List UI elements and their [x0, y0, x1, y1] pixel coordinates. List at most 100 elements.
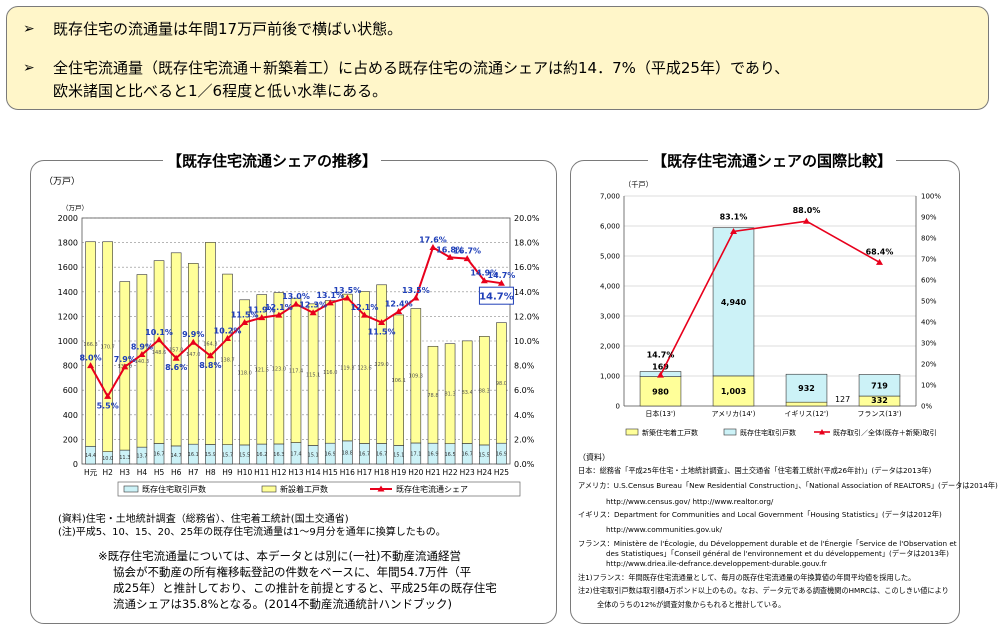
share-label: 11.5%: [368, 328, 396, 337]
bar-existing-label: 15.5: [239, 452, 250, 458]
x-tick: H4: [137, 468, 148, 477]
share-point: [87, 362, 95, 369]
bar-existing: [712, 227, 755, 377]
bar-new: [785, 401, 828, 407]
right-panel-title: 【既存住宅流通シェアの国際比較】: [648, 150, 897, 171]
right-unit-label: （千戸）: [624, 180, 653, 189]
x-tick: フランス(13'): [857, 410, 901, 418]
legend-swatch-existing: [123, 485, 139, 493]
y-right-tick: 10%: [921, 382, 937, 390]
x-tick: H19: [391, 468, 406, 477]
y-right-tick: 0.0%: [514, 460, 535, 469]
share-label: 16.7%: [453, 247, 481, 256]
y-left-tick: 6,000: [600, 223, 620, 231]
y-right-tick: 0%: [921, 403, 932, 411]
bar-new-label: 98.0: [496, 381, 507, 387]
share-label: 8.9%: [131, 343, 153, 352]
share-line: [659, 220, 880, 376]
share-point: [172, 354, 180, 361]
right-note-line: http://www.driea.ile-defrance.developpem…: [606, 559, 827, 568]
bar-new: [205, 242, 216, 445]
right-note-line: http://www.census.gov/ http://www.realto…: [606, 497, 774, 506]
share-label: 16.8%: [436, 245, 464, 254]
bar-new: [256, 294, 268, 445]
right-note-line: 注2)住宅取引戸数は取引額4万ポンド以上のもの。なお、データ元である調査機関のH…: [578, 586, 949, 595]
share-label: 17.6%: [419, 236, 447, 245]
share-label: 14.9%: [470, 269, 498, 278]
share-point: [429, 244, 437, 251]
highlight-label: 14.7%: [479, 292, 514, 303]
share-point: [241, 319, 249, 326]
y-left-tick: 800: [63, 362, 78, 371]
share-label: 10.2%: [214, 327, 242, 336]
bar-existing-label: 16.7: [359, 452, 370, 458]
y-right-tick: 60%: [921, 277, 937, 285]
bar-existing-label: 932: [798, 384, 815, 393]
share-label: 14.7%: [647, 351, 675, 360]
x-tick: 日本(13'): [645, 409, 676, 418]
share-point: [378, 319, 386, 326]
y-right-tick: 8.0%: [514, 362, 535, 371]
y-right-tick: 90%: [921, 214, 937, 222]
y-right-tick: 100%: [921, 193, 941, 201]
share-point: [730, 227, 737, 234]
bullet-arrow-icon: ➢: [23, 60, 35, 76]
share-label: 13.0%: [282, 292, 310, 301]
summary-text-2b: 欧米諸国と比べると1／6程度と低い水準にある。: [53, 82, 388, 100]
share-point: [224, 335, 232, 342]
left-panel-title: 【既存住宅流通シェアの推移】: [163, 150, 382, 171]
bar-existing-label: 15.9: [205, 452, 216, 458]
x-tick: H23: [460, 468, 475, 477]
share-label: 12.3%: [299, 301, 327, 310]
legend-box: [117, 481, 521, 497]
x-tick: H7: [188, 468, 199, 477]
bar-new: [85, 241, 96, 447]
bar-existing-label: 17.1: [410, 451, 421, 457]
x-tick: H13: [288, 468, 303, 477]
bar-new: [410, 308, 422, 444]
share-point: [326, 299, 334, 306]
x-tick: H21: [425, 468, 440, 477]
right-note-line: アメリカ：U.S.Census Bureau「New Residential C…: [578, 481, 998, 490]
bar-new: [290, 297, 302, 443]
bar-existing-label: 15.1: [308, 453, 319, 459]
share-point: [104, 392, 112, 399]
share-point: [121, 363, 129, 370]
bar-new-label: 164.3: [203, 341, 217, 347]
x-tick: H2: [102, 468, 113, 477]
y-left-tick: 1600: [58, 263, 78, 272]
bar-new: [496, 322, 507, 444]
bar-new: [639, 376, 682, 407]
share-label: 8.8%: [199, 361, 221, 370]
legend-swatch-existing: [723, 428, 737, 436]
y-left-tick: 7,000: [600, 193, 620, 201]
intl-comparison-chart: 0 1,000 2,000 3,000 4,000 5,000 6,000 7,000 0% 10…: [600, 193, 941, 438]
bar-existing-label: 10.0: [102, 456, 113, 462]
right-note-line: 日本：総務省「平成25年住宅・土地統計調査」、国土交通省「住宅着工統計(平成26…: [578, 466, 932, 475]
bar-new-label: 1,003: [721, 387, 746, 396]
legend-existing: 既存住宅取引戸数: [142, 484, 206, 494]
y-right-tick: 30%: [921, 340, 937, 348]
summary-banner: ➢ 既存住宅の流通量は年間17万戸前後で横ばい状態。 ➢ 全住宅流通量（既存住宅…: [6, 6, 989, 110]
bar-new-label: 83.4: [462, 390, 473, 396]
bar-new-label: 980: [652, 387, 669, 396]
legend-marker-share: [377, 485, 385, 492]
highlight-box: [478, 286, 514, 305]
share-point: [292, 300, 300, 307]
bar-existing-label: 18.8: [342, 450, 353, 456]
legend-existing: 既存住宅取引戸数: [740, 428, 796, 437]
bar-existing-label: 719: [871, 381, 888, 390]
x-tick: H元: [84, 468, 98, 477]
bar-existing: [785, 373, 828, 403]
share-label: 10.1%: [145, 328, 173, 337]
bar-new: [461, 340, 473, 444]
share-label: 9.9%: [182, 330, 204, 339]
x-tick: H12: [271, 468, 286, 477]
bar-new: [273, 292, 285, 445]
left-remark-line-4: 流通シェアは35.8%となる。(2014不動産流通統計ハンドブック): [113, 597, 452, 611]
legend-swatch-new: [625, 428, 639, 436]
share-point: [206, 352, 214, 359]
bar-new: [222, 273, 233, 445]
y-right-tick: 4.0%: [514, 411, 535, 420]
bar-existing-label: 17.4: [290, 451, 301, 457]
